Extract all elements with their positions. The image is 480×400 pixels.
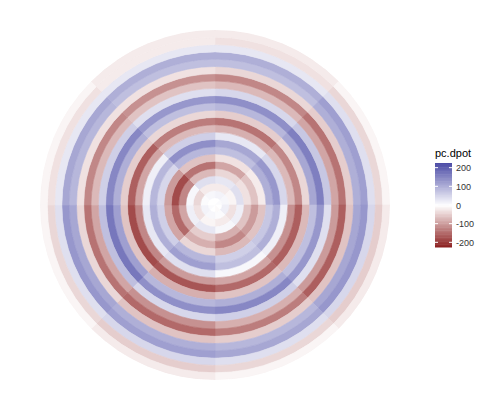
chart: pc.dpot 200 100 0 -100 -200	[0, 0, 480, 400]
legend: pc.dpot 200 100 0 -100 -200	[435, 147, 474, 248]
colorbar-tick	[435, 167, 438, 168]
cell	[91, 30, 215, 86]
colorbar-label: -200	[456, 238, 474, 248]
colorbar-label: 200	[456, 163, 471, 173]
cell	[91, 324, 215, 380]
cell	[334, 205, 390, 329]
cell	[334, 81, 390, 205]
colorbar-tick	[449, 186, 452, 187]
colorbar-tick	[449, 223, 452, 224]
colorbar-tick	[435, 186, 438, 187]
colorbar-tick	[435, 242, 438, 243]
legend-title: pc.dpot	[435, 147, 471, 159]
colorbar-tick	[435, 205, 438, 206]
colorbar-step	[435, 163, 452, 165]
cell	[215, 30, 339, 86]
cell	[215, 324, 339, 380]
colorbar-tick	[449, 242, 452, 243]
colorbar-label: -100	[456, 219, 474, 229]
cells	[40, 30, 390, 380]
colorbar-label: 100	[456, 182, 471, 192]
colorbar-label: 0	[456, 201, 461, 211]
colorbar-tick	[449, 205, 452, 206]
cell	[40, 205, 96, 329]
colorbar-tick	[449, 167, 452, 168]
colorbar-tick	[435, 223, 438, 224]
cell	[40, 81, 96, 205]
